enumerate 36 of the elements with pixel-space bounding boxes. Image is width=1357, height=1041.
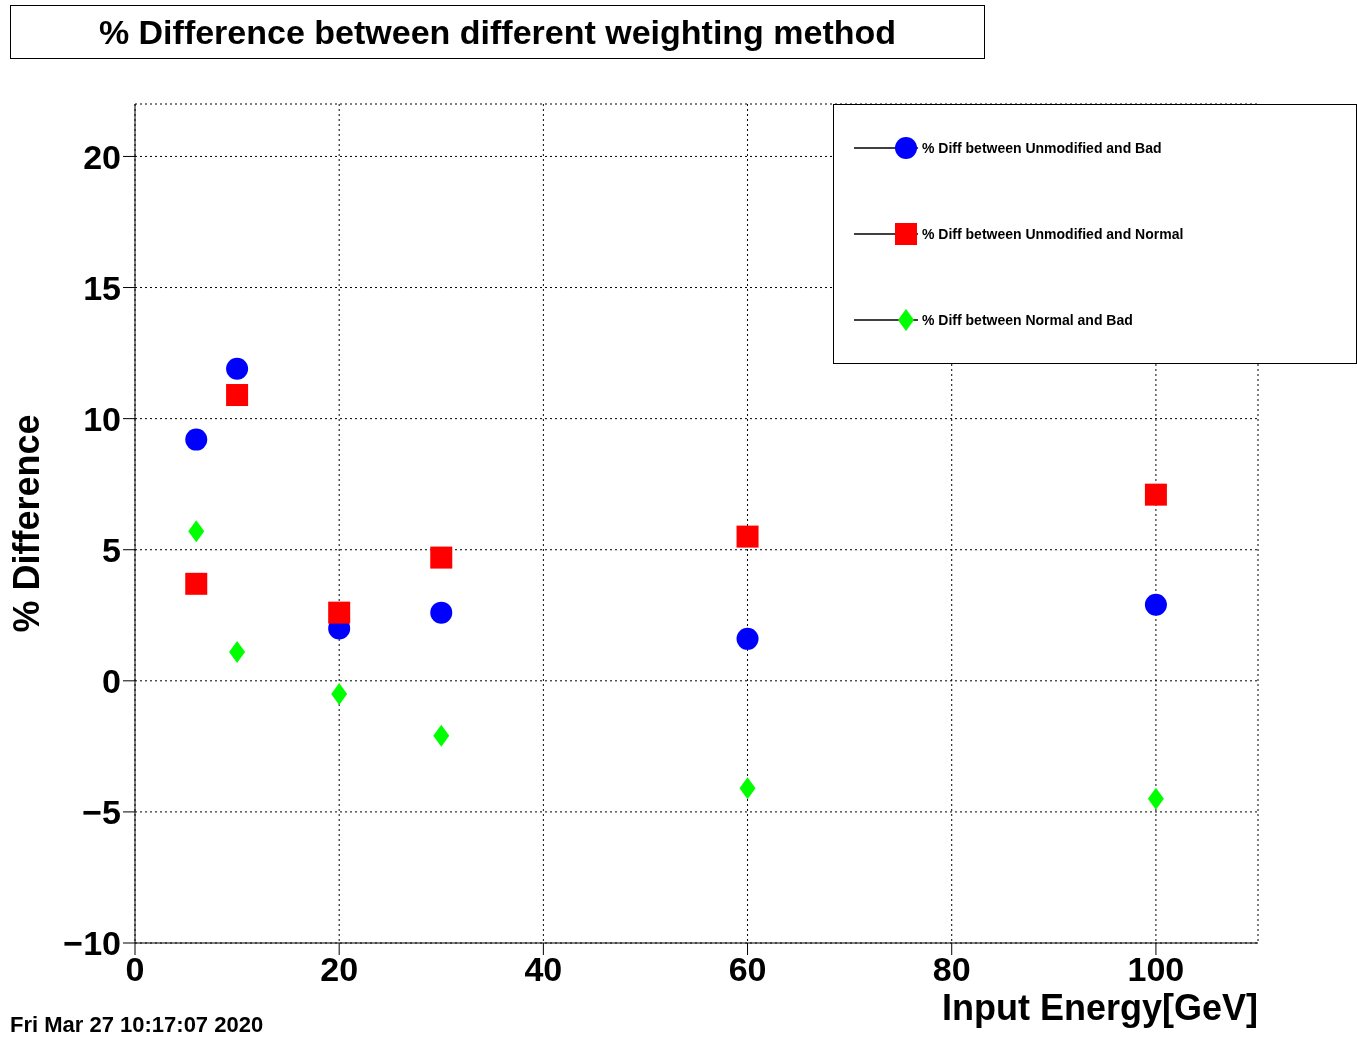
y-tick-label: 5 xyxy=(102,530,121,569)
text: Fri Mar 27 10:17:07 2020 xyxy=(10,1012,264,1038)
y-tick-label: 10 xyxy=(83,399,121,438)
point xyxy=(739,777,756,800)
x-axis-title: Input Energy[GeV] xyxy=(941,987,1258,1028)
point xyxy=(328,601,351,624)
chart-title: % Difference between different weighting method xyxy=(10,5,985,59)
point xyxy=(1147,787,1164,810)
point xyxy=(430,546,453,569)
x-tick-label: 80 xyxy=(932,950,971,989)
point xyxy=(736,627,759,650)
point xyxy=(1144,483,1167,506)
x-tick-label: 60 xyxy=(728,950,767,989)
point xyxy=(433,724,450,747)
point xyxy=(331,682,348,705)
legend-label: % Diff between Unmodified and Bad xyxy=(922,140,1162,156)
y-tick-label: −10 xyxy=(63,924,121,963)
point xyxy=(430,601,453,624)
point xyxy=(736,525,759,548)
point xyxy=(188,520,205,543)
y-tick-label: 0 xyxy=(102,661,121,700)
point xyxy=(1144,593,1167,616)
y-axis-title: % Difference xyxy=(5,414,47,633)
point xyxy=(229,640,246,663)
y-tick-label: −5 xyxy=(82,792,121,831)
point xyxy=(185,572,208,595)
point xyxy=(185,428,208,451)
legend-label: % Diff between Normal and Bad xyxy=(922,312,1133,328)
x-tick-label: 100 xyxy=(1127,950,1185,989)
legend-label: % Diff between Unmodified and Normal xyxy=(922,226,1184,242)
x-tick-label: 20 xyxy=(320,950,359,989)
y-tick-label: 15 xyxy=(83,268,121,307)
y-tick-label: 20 xyxy=(83,137,121,176)
point xyxy=(226,384,249,407)
point xyxy=(226,357,249,380)
x-tick-label: 40 xyxy=(524,950,563,989)
